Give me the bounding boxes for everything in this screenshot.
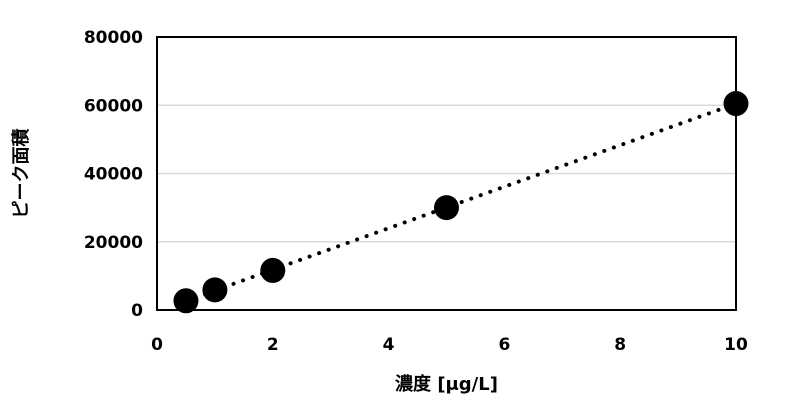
y-tick-label-4: 80000 bbox=[84, 28, 143, 48]
axes bbox=[156, 36, 737, 311]
x-tick-label-4: 8 bbox=[614, 335, 626, 355]
x-tick-label-5: 10 bbox=[724, 335, 748, 355]
x-tick-label-0: 0 bbox=[151, 335, 163, 355]
data-point-1 bbox=[202, 277, 228, 303]
y-tick-label-2: 40000 bbox=[84, 165, 143, 185]
x-tick-label-3: 6 bbox=[498, 335, 510, 355]
tick-labels: 0 20000 40000 60000 80000 0 2 4 6 8 10 bbox=[84, 28, 748, 355]
data-point-4 bbox=[723, 91, 749, 117]
y-tick-label-1: 20000 bbox=[84, 233, 143, 253]
y-axis-title: ピーク面積 bbox=[10, 128, 32, 219]
trendline-layer bbox=[183, 101, 738, 303]
x-axis-title: 濃度 [μg/L] bbox=[395, 373, 498, 395]
y-tick-label-0: 0 bbox=[131, 301, 143, 321]
data-point-3 bbox=[434, 195, 459, 221]
data-points bbox=[173, 91, 749, 314]
x-tick-label-1: 2 bbox=[267, 335, 279, 355]
plot-frame bbox=[156, 36, 737, 311]
data-point-2 bbox=[260, 257, 286, 283]
x-tick-label-2: 4 bbox=[383, 335, 395, 355]
trendline bbox=[183, 101, 738, 303]
y-tick-label-3: 60000 bbox=[84, 96, 143, 116]
data-point-0 bbox=[173, 288, 199, 314]
